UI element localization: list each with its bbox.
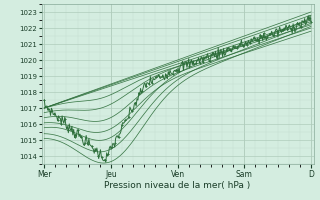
X-axis label: Pression niveau de la mer( hPa ): Pression niveau de la mer( hPa ) — [104, 181, 251, 190]
